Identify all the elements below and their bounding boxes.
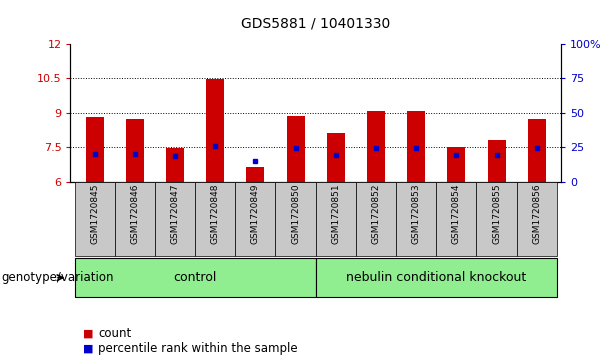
Text: percentile rank within the sample: percentile rank within the sample [98, 342, 298, 355]
Text: GSM1720847: GSM1720847 [170, 184, 180, 244]
Bar [126, 119, 144, 182]
Bar [86, 117, 104, 182]
Bar [75, 258, 316, 297]
Bar [275, 182, 316, 256]
Bar [75, 182, 115, 256]
Bar [286, 116, 305, 182]
Bar [115, 182, 155, 256]
Text: GSM1720849: GSM1720849 [251, 184, 260, 244]
Text: GSM1720856: GSM1720856 [532, 184, 541, 244]
Text: ■: ■ [83, 329, 93, 339]
Bar [436, 182, 476, 256]
Text: GSM1720854: GSM1720854 [452, 184, 461, 244]
Bar [407, 111, 425, 182]
Text: GSM1720846: GSM1720846 [131, 184, 139, 244]
Bar [528, 119, 546, 182]
Bar [327, 133, 345, 182]
Bar [396, 182, 436, 256]
Bar [367, 111, 385, 182]
Text: GSM1720853: GSM1720853 [412, 184, 421, 244]
Text: control: control [173, 271, 217, 284]
Text: GSM1720850: GSM1720850 [291, 184, 300, 244]
Bar [246, 167, 264, 182]
Text: genotype/variation: genotype/variation [1, 271, 114, 284]
Bar [487, 140, 506, 182]
Bar [206, 79, 224, 182]
Text: GSM1720855: GSM1720855 [492, 184, 501, 244]
Text: GSM1720848: GSM1720848 [211, 184, 219, 244]
Bar [316, 182, 356, 256]
Text: GDS5881 / 10401330: GDS5881 / 10401330 [241, 16, 390, 30]
Bar [235, 182, 275, 256]
Text: nebulin conditional knockout: nebulin conditional knockout [346, 271, 527, 284]
Text: ■: ■ [83, 343, 93, 354]
Text: count: count [98, 327, 131, 340]
Bar [155, 182, 195, 256]
Bar [316, 258, 557, 297]
Bar [476, 182, 517, 256]
Bar [356, 182, 396, 256]
Text: GSM1720845: GSM1720845 [90, 184, 99, 244]
Bar [517, 182, 557, 256]
Text: GSM1720852: GSM1720852 [371, 184, 381, 244]
Bar [195, 182, 235, 256]
Text: GSM1720851: GSM1720851 [331, 184, 340, 244]
Bar [166, 148, 184, 182]
Bar [447, 147, 465, 182]
